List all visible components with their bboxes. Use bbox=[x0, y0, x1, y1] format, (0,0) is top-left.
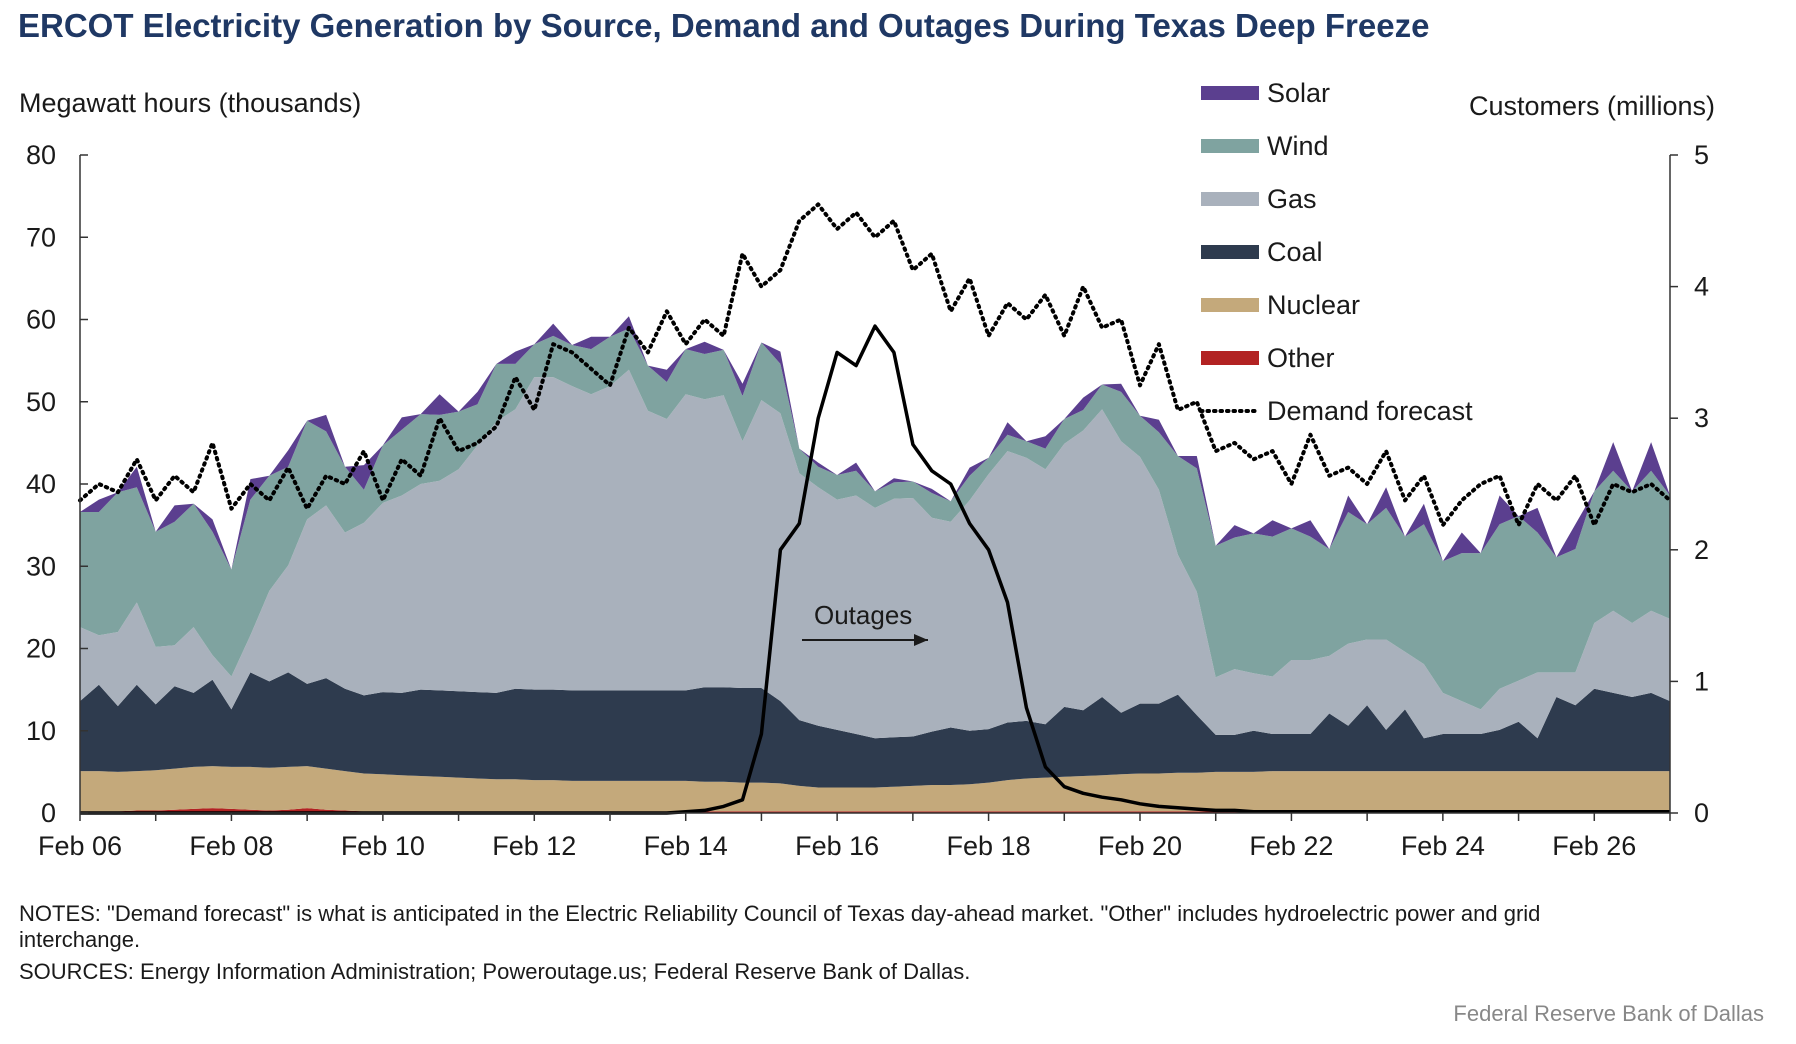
x-tick-label: Feb 06 bbox=[38, 831, 122, 861]
y-tick-label: 80 bbox=[26, 140, 56, 170]
x-tick-label: Feb 20 bbox=[1098, 831, 1182, 861]
legend-swatch bbox=[1201, 86, 1259, 100]
y2-tick-label: 0 bbox=[1694, 798, 1709, 828]
area-coal bbox=[80, 672, 1670, 788]
credit: Federal Reserve Bank of Dallas bbox=[1453, 1001, 1764, 1026]
legend-label: Coal bbox=[1267, 237, 1323, 267]
legend-item-solar: Solar bbox=[1201, 78, 1330, 108]
legend-item-demand-forecast: Demand forecast bbox=[1199, 396, 1473, 426]
x-tick-label: Feb 10 bbox=[341, 831, 425, 861]
stacked-areas bbox=[80, 316, 1670, 813]
legend-label: Gas bbox=[1267, 184, 1317, 214]
legend-item-wind: Wind bbox=[1201, 131, 1329, 161]
y-tick-label: 70 bbox=[26, 222, 56, 252]
area-gas bbox=[80, 369, 1670, 739]
x-tick-label: Feb 12 bbox=[492, 831, 576, 861]
x-tick-label: Feb 14 bbox=[644, 831, 728, 861]
y2-tick-label: 1 bbox=[1694, 666, 1709, 696]
outages-arrow-head bbox=[914, 634, 928, 646]
legend-label: Demand forecast bbox=[1267, 396, 1473, 426]
x-tick-label: Feb 26 bbox=[1552, 831, 1636, 861]
y-tick-label: 50 bbox=[26, 387, 56, 417]
area-wind bbox=[80, 328, 1670, 710]
y-axis-title: Megawatt hours (thousands) bbox=[19, 88, 361, 118]
y2-tick-label: 2 bbox=[1694, 535, 1709, 565]
y2-tick-label: 5 bbox=[1694, 140, 1709, 170]
legend-label: Solar bbox=[1267, 78, 1330, 108]
legend: Solar Wind Gas Coal Nuclear Other Demand forec… bbox=[1199, 78, 1473, 426]
y-tick-label: 30 bbox=[26, 551, 56, 581]
legend-label: Nuclear bbox=[1267, 290, 1360, 320]
legend-swatch bbox=[1201, 298, 1259, 312]
area-nuclear bbox=[80, 766, 1670, 812]
axes: 0 10 20 30 40 50 60 70 80 0 1 2 3 4 5 Feb 06 Feb 08 Feb 1… bbox=[26, 140, 1709, 861]
legend-swatch bbox=[1201, 192, 1259, 206]
legend-item-gas: Gas bbox=[1201, 184, 1317, 214]
legend-swatch bbox=[1201, 139, 1259, 153]
legend-swatch bbox=[1201, 245, 1259, 259]
legend-label: Wind bbox=[1267, 131, 1329, 161]
legend-item-other: Other bbox=[1201, 343, 1335, 373]
legend-swatch bbox=[1201, 351, 1259, 365]
x-tick-label: Feb 18 bbox=[947, 831, 1031, 861]
x-tick-label: Feb 24 bbox=[1401, 831, 1485, 861]
chart-title: ERCOT Electricity Generation by Source, … bbox=[18, 7, 1429, 44]
y2-axis-title: Customers (millions) bbox=[1469, 91, 1715, 121]
outages-annotation: Outages bbox=[802, 600, 928, 646]
legend-label: Other bbox=[1267, 343, 1335, 373]
y-tick-label: 20 bbox=[26, 634, 56, 664]
y-tick-label: 40 bbox=[26, 469, 56, 499]
notes-line-1: NOTES: "Demand forecast" is what is anti… bbox=[19, 901, 1540, 926]
x-tick-label: Feb 08 bbox=[189, 831, 273, 861]
x-tick-label: Feb 22 bbox=[1249, 831, 1333, 861]
outages-label: Outages bbox=[814, 600, 912, 630]
y2-tick-label: 4 bbox=[1694, 272, 1709, 302]
line-demand-forecast bbox=[78, 202, 1672, 528]
notes-line-2: interchange. bbox=[19, 927, 140, 952]
legend-item-nuclear: Nuclear bbox=[1201, 290, 1360, 320]
x-tick-label: Feb 16 bbox=[795, 831, 879, 861]
y2-tick-label: 3 bbox=[1694, 403, 1709, 433]
y-tick-label: 0 bbox=[41, 798, 56, 828]
sources: SOURCES: Energy Information Administrati… bbox=[19, 959, 970, 984]
y-tick-label: 10 bbox=[26, 716, 56, 746]
y-tick-label: 60 bbox=[26, 305, 56, 335]
legend-item-coal: Coal bbox=[1201, 237, 1323, 267]
